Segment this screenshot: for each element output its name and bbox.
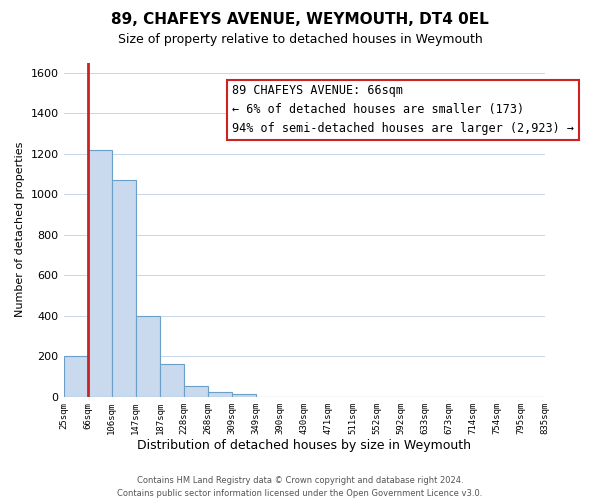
Bar bbox=[88, 150, 112, 397]
Y-axis label: Number of detached properties: Number of detached properties bbox=[15, 142, 25, 318]
Bar bbox=[112, 180, 136, 397]
Bar bbox=[184, 386, 208, 397]
Bar bbox=[232, 394, 256, 397]
Bar bbox=[136, 316, 160, 397]
Text: 89, CHAFEYS AVENUE, WEYMOUTH, DT4 0EL: 89, CHAFEYS AVENUE, WEYMOUTH, DT4 0EL bbox=[111, 12, 489, 28]
Bar bbox=[208, 392, 232, 397]
Text: 89 CHAFEYS AVENUE: 66sqm
← 6% of detached houses are smaller (173)
94% of semi-d: 89 CHAFEYS AVENUE: 66sqm ← 6% of detache… bbox=[232, 84, 574, 135]
Bar bbox=[64, 356, 88, 397]
Text: Contains HM Land Registry data © Crown copyright and database right 2024.
Contai: Contains HM Land Registry data © Crown c… bbox=[118, 476, 482, 498]
Text: Size of property relative to detached houses in Weymouth: Size of property relative to detached ho… bbox=[118, 32, 482, 46]
X-axis label: Distribution of detached houses by size in Weymouth: Distribution of detached houses by size … bbox=[137, 440, 472, 452]
Bar bbox=[160, 364, 184, 397]
